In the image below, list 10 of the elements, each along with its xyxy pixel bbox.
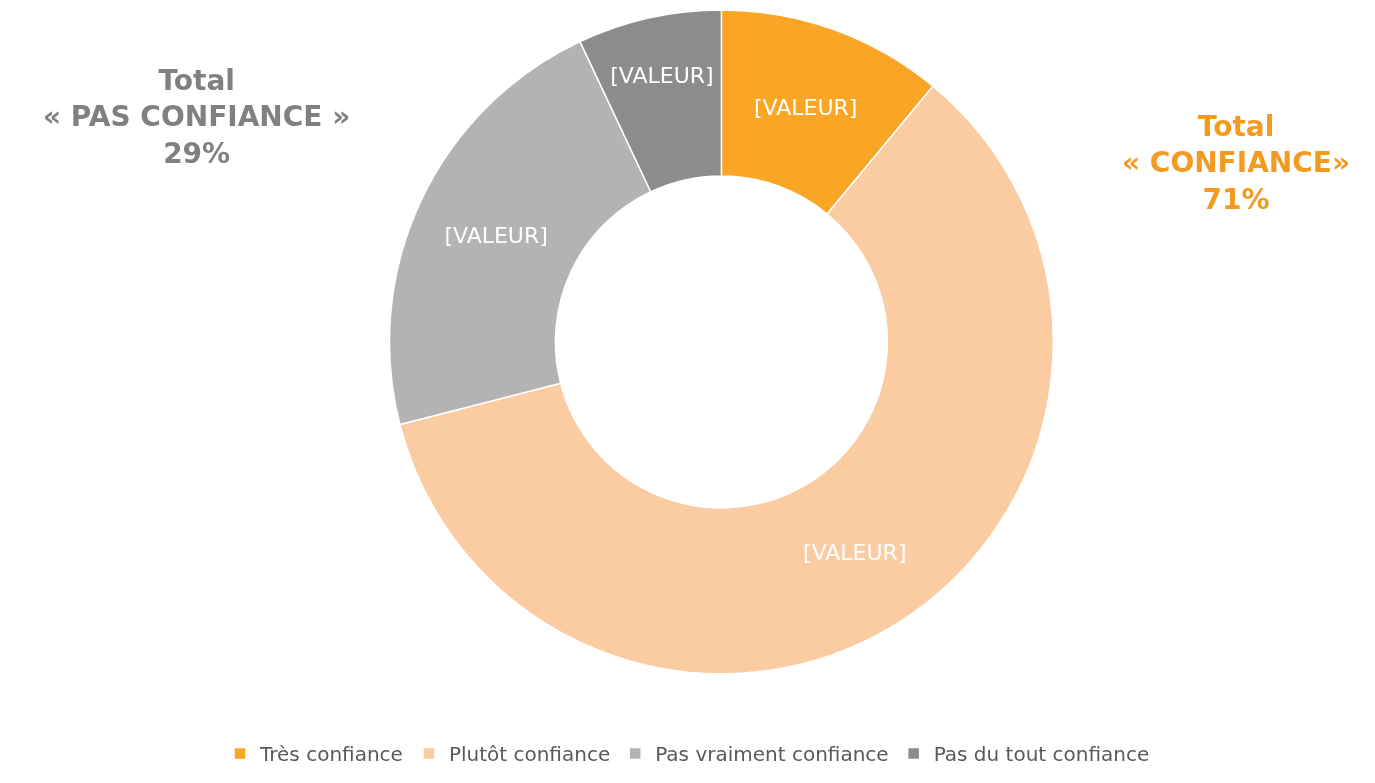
legend-label: Pas du tout confiance — [933, 742, 1150, 767]
legend-label: Très confiance — [259, 742, 403, 767]
data-label: [VALEUR] — [444, 223, 548, 249]
data-label: [VALEUR] — [803, 539, 907, 565]
text: Total « PAS CONFIANCE » 29% — [43, 64, 351, 170]
legend-label: Plutôt confiance — [448, 742, 611, 767]
text: Total « CONFIANCE» 71% — [1122, 110, 1351, 216]
legend-label: Pas vraiment confiance — [655, 742, 889, 767]
data-label: [VALEUR] — [610, 63, 714, 89]
data-label: [VALEUR] — [753, 95, 858, 121]
